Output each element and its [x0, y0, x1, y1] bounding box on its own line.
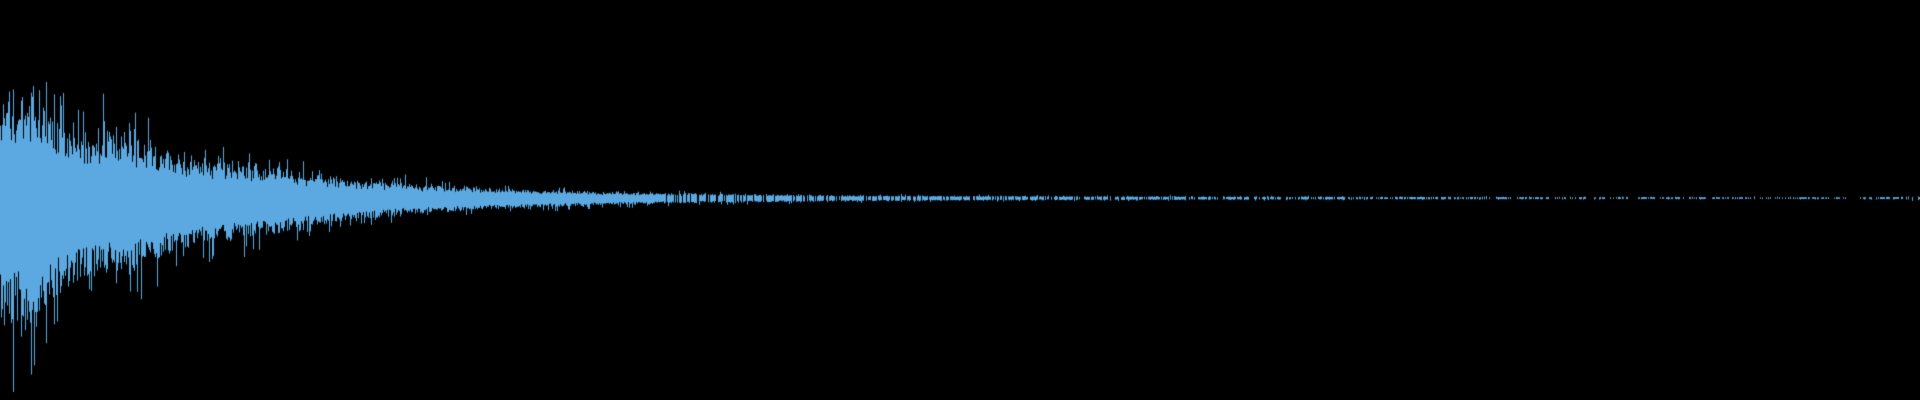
- audio-waveform-viewer[interactable]: [0, 0, 1920, 400]
- waveform-canvas[interactable]: [0, 0, 1920, 400]
